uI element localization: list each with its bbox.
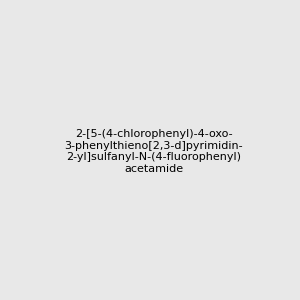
Text: 2-[5-(4-chlorophenyl)-4-oxo-
3-phenylthieno[2,3-d]pyrimidin-
2-yl]sulfanyl-N-(4-: 2-[5-(4-chlorophenyl)-4-oxo- 3-phenylthi…: [64, 129, 243, 174]
